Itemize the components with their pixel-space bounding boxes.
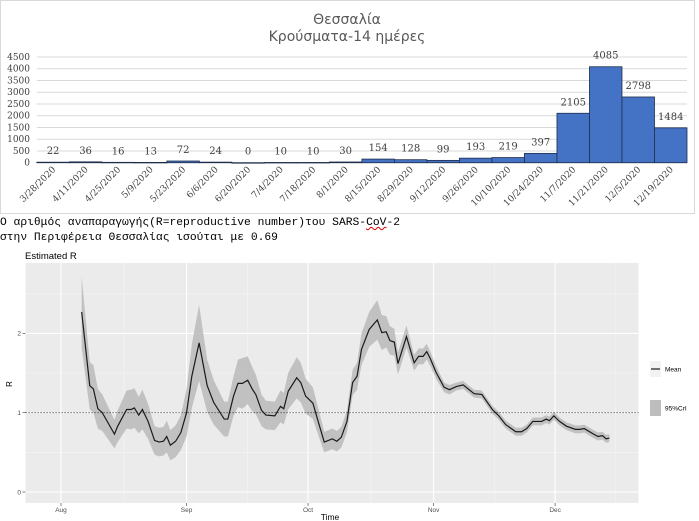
data-label: 30	[339, 146, 352, 157]
data-label: 4085	[593, 51, 618, 62]
data-label: 99	[437, 144, 450, 155]
data-label: 154	[369, 143, 388, 154]
y-tick-label: 2	[17, 331, 21, 338]
y-axis-title: R	[5, 381, 14, 387]
legend-label: Mean	[665, 367, 682, 374]
data-label: 24	[209, 146, 222, 157]
case-chart-frame	[0, 0, 695, 214]
y-tick-label: 0	[24, 159, 30, 169]
text-segment: Ο αριθμός αναπαραγωγής(R=reproductive nu…	[0, 217, 367, 229]
y-tick-label: 0	[17, 489, 21, 496]
x-axis-title: Time	[321, 512, 340, 521]
mean-r-line	[81, 311, 610, 447]
data-label: 2105	[560, 97, 585, 108]
plot-panel	[25, 263, 639, 503]
data-label: 36	[79, 146, 92, 157]
data-label: 219	[499, 142, 518, 153]
data-label: 128	[401, 144, 420, 155]
bar	[621, 96, 655, 164]
chart-subtitle: Κρούσματα-14 ημέρες	[269, 29, 426, 45]
data-label: 1484	[658, 112, 683, 123]
y-tick-label: 1	[17, 410, 21, 417]
y-tick-label: 500	[13, 147, 30, 157]
r-chart-title: Estimated R	[25, 251, 77, 262]
legend-label: 95%CrI	[665, 406, 687, 413]
text-segment: -2	[386, 217, 400, 229]
y-tick-label: 4000	[7, 65, 30, 75]
bar	[556, 112, 590, 164]
data-label: 22	[47, 146, 60, 157]
data-label: 193	[466, 142, 485, 153]
y-tick-label: 4500	[7, 53, 30, 63]
data-label: 2798	[626, 81, 651, 92]
data-label: 10	[307, 146, 320, 157]
y-tick-label: 2500	[7, 100, 30, 110]
data-label: 72	[177, 145, 190, 156]
data-label: 16	[112, 146, 125, 157]
reproduction-number-text-line2: στην Περιφέρεια Θεσσαλίας ισούται με 0.6…	[0, 232, 278, 244]
data-label: 13	[144, 146, 157, 157]
y-tick-label: 2000	[7, 112, 30, 122]
y-tick-label: 3000	[7, 88, 30, 98]
x-tick-label: Aug	[55, 507, 67, 514]
bar	[654, 127, 688, 164]
chart-title: Θεσσαλία	[313, 12, 381, 28]
credible-interval-band	[81, 276, 610, 461]
y-tick-label: 3500	[7, 76, 30, 86]
data-label: 397	[531, 137, 550, 148]
data-label: 0	[245, 147, 251, 158]
bar	[589, 66, 623, 164]
x-tick-label: Nov	[428, 507, 440, 514]
x-tick-label: Dec	[549, 507, 561, 514]
legend-key	[650, 400, 661, 416]
data-label: 10	[274, 146, 287, 157]
x-tick-label: Oct	[303, 507, 313, 514]
cases-bar-chart: Θεσσαλία Κρούσματα-14 ημέρες 0 500 1000 150…	[7, 12, 688, 209]
spellcheck-flagged-word: CoV	[366, 217, 387, 229]
y-tick-label: 1000	[7, 135, 30, 145]
x-tick-label: Sep	[181, 507, 193, 514]
y-tick-label: 1500	[7, 123, 30, 133]
reproduction-number-text-line1: Ο αριθμός αναπαραγωγής(R=reproductive nu…	[0, 217, 400, 230]
